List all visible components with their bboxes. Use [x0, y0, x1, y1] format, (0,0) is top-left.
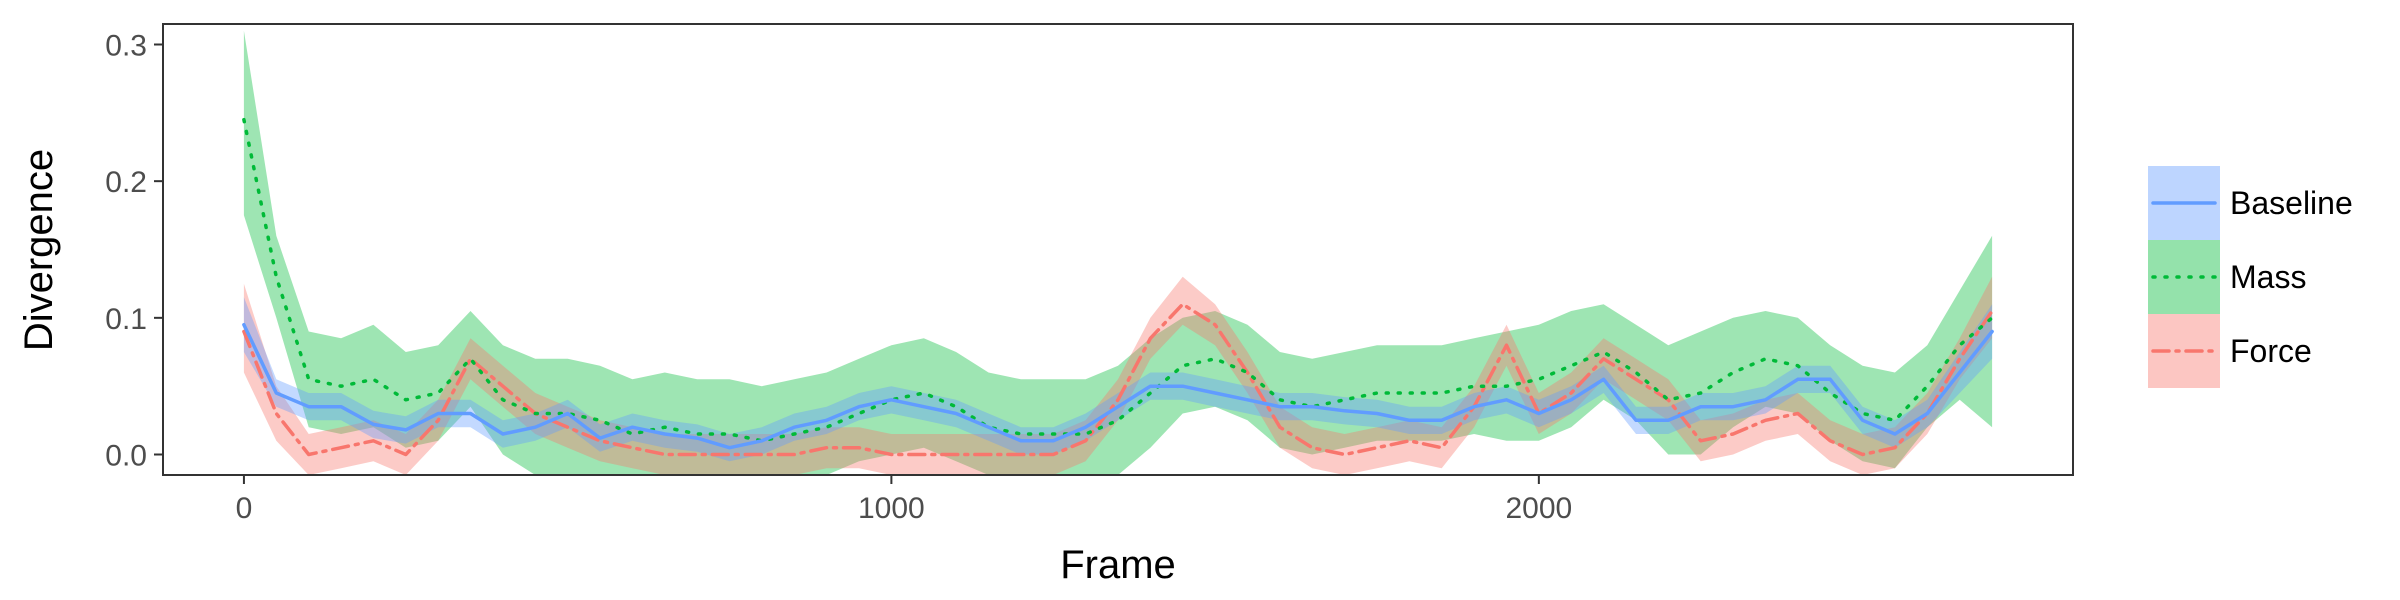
band-force: [243, 276, 1993, 475]
legend-item-baseline: Baseline: [2148, 166, 2353, 240]
legend-item-force: Force: [2148, 314, 2312, 388]
x-tick-label: 2000: [1505, 492, 1572, 525]
confidence-bands: [243, 30, 1993, 475]
plot-panel-border: [162, 23, 2074, 476]
x-axis-title: Frame: [1060, 543, 1176, 587]
legend-item-mass: Mass: [2148, 240, 2306, 314]
legend-label-mass: Mass: [2230, 259, 2306, 295]
series-lines: [242, 117, 1994, 457]
legend-key-mass: [2148, 240, 2220, 314]
y-tick-label: 0.2: [105, 166, 147, 199]
x-tick-label: 0: [236, 492, 253, 525]
y-tick-label: 0.1: [105, 303, 147, 336]
y-tick-label: 0.3: [105, 30, 147, 63]
x-tick-label: 1000: [858, 492, 925, 525]
line-baseline: [242, 322, 1994, 450]
y-axis: 0.0 0.1 0.2 0.3: [105, 30, 163, 473]
legend-label-force: Force: [2230, 333, 2312, 369]
band-baseline: [243, 297, 1993, 462]
legend: Baseline Mass Force: [2148, 166, 2353, 388]
y-tick-label: 0.0: [105, 440, 147, 473]
x-axis: 0 1000 2000: [236, 475, 1572, 525]
legend-label-baseline: Baseline: [2230, 185, 2353, 221]
line-mass: [242, 117, 1994, 443]
band-mass: [243, 30, 1993, 475]
y-axis-title: Divergence: [17, 149, 61, 351]
